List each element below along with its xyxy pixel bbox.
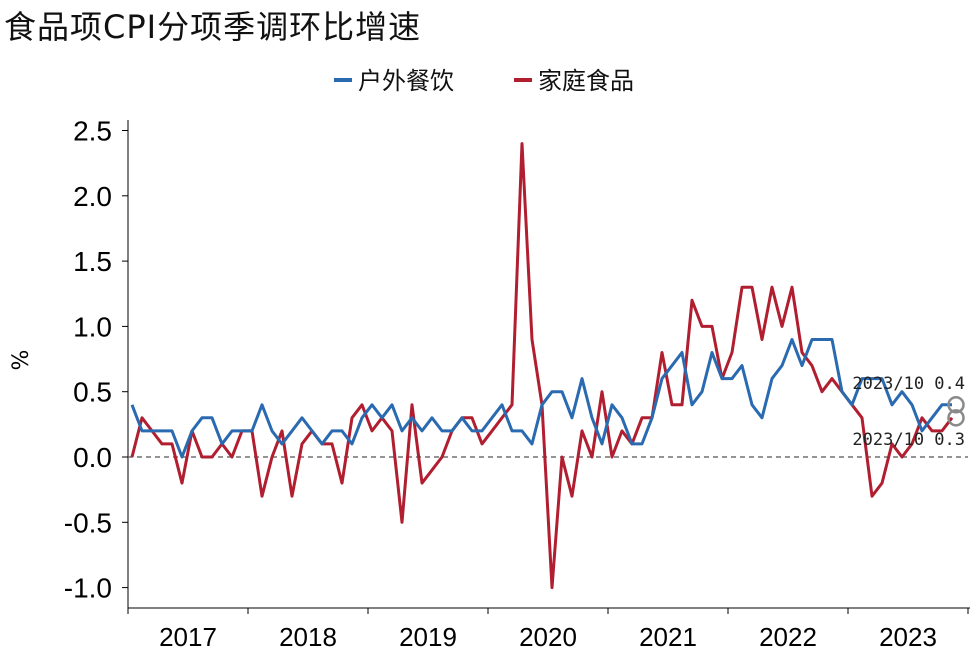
annotation-label-home-food: 2023/10 0.3 [852,430,965,450]
y-tick-label: -0.5 [64,507,112,538]
x-ticks: 2017 2018 2019 2020 2021 2022 2023 [127,608,969,652]
annotation-marker-outdoor-dining [947,396,965,414]
x-tick-label: 2023 [879,622,937,652]
y-tick-label: 1.5 [73,246,112,277]
annotation-marker-home-food [947,409,965,427]
x-tick-label: 2020 [519,622,577,652]
x-tick-label: 2019 [399,622,457,652]
annotation-layer: 2023/10 0.4 2023/10 0.3 [852,374,965,450]
x-tick-label: 2018 [279,622,337,652]
series-layer [130,142,954,590]
x-tick-label: 2022 [759,622,817,652]
annotation-label-outdoor-dining: 2023/10 0.4 [852,374,965,394]
legend-label-outdoor-dining: 户外餐饮 [358,67,454,95]
x-tick-label: 2021 [639,622,697,652]
x-tick-label: 2017 [159,622,217,652]
chart-title: 食品项CPI分项季调环比增速 [4,8,422,46]
legend: 户外餐饮 家庭食品 [334,67,634,95]
y-tick-label: 2.5 [73,116,112,147]
y-axis-label: % [9,350,34,371]
y-tick-label: 0.5 [73,377,112,408]
y-tick-label: 2.0 [73,181,112,212]
y-tick-label: -1.0 [64,573,112,604]
y-tick-label: 1.0 [73,311,112,342]
series-line-outdoor-dining [130,338,952,459]
y-ticks: 2.5 2.0 1.5 1.0 0.5 0.0 -0.5 -1.0 [64,116,128,604]
y-tick-label: 0.0 [73,442,112,473]
legend-label-home-food: 家庭食品 [538,67,634,95]
series-line-home-food [130,142,954,590]
